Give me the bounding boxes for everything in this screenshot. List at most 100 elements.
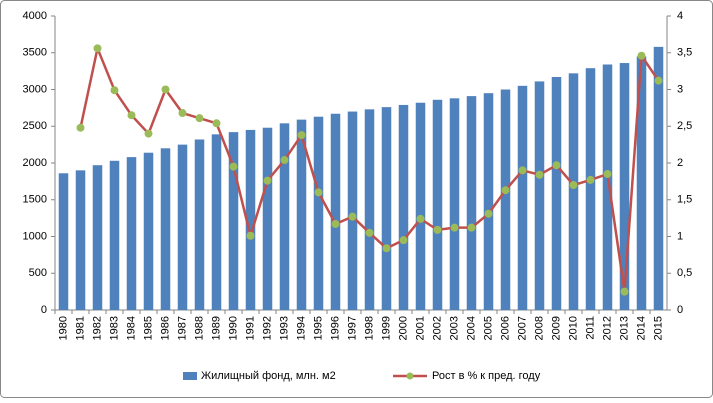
x-tick-label: 2013 [618,316,630,340]
bar [109,160,120,310]
bar [347,111,358,310]
bar [126,157,137,310]
x-tick-label: 1992 [261,316,273,340]
line-marker [212,119,221,128]
y2-tick-label: 1 [677,230,683,242]
bar [75,170,86,310]
bar [279,123,290,310]
bar [602,64,613,310]
line-marker [127,111,136,120]
bar [330,113,341,310]
x-tick-label: 2012 [601,316,613,340]
line-marker [229,162,238,171]
line-marker [637,51,646,60]
bar [398,104,409,310]
x-tick-label: 2010 [567,316,579,340]
x-tick-label: 1987 [176,316,188,340]
line-marker [195,114,204,123]
bar [194,139,205,310]
line-marker [365,228,374,237]
bar [432,99,443,310]
x-tick-label: 2008 [533,316,545,340]
line-marker [467,223,476,232]
y-tick-label: 1000 [23,230,47,242]
x-tick-label: 1981 [74,316,86,340]
bar [619,63,630,310]
x-tick-label: 1983 [108,316,120,340]
line-marker [654,76,663,85]
bar [500,89,511,310]
line-marker [433,225,442,234]
legend-swatch [406,372,414,380]
bar [313,116,324,310]
bar [245,129,256,310]
bar [449,98,460,310]
x-tick-label: 2007 [516,316,528,340]
y2-tick-label: 2,5 [677,120,692,132]
bar [517,85,528,310]
y-tick-label: 3000 [23,83,47,95]
line-marker [161,85,170,94]
line-marker [569,181,578,190]
bar [160,148,171,310]
line-marker [501,186,510,195]
x-tick-label: 2011 [584,316,596,340]
bar [364,109,375,310]
y-tick-label: 0 [41,304,47,316]
bar [381,107,392,310]
line-marker [620,287,629,296]
bar [534,81,545,310]
y2-tick-label: 2 [677,157,683,169]
x-tick-label: 1980 [57,316,69,340]
bar [653,46,664,311]
y2-tick-label: 3 [677,83,683,95]
line-marker [144,129,153,138]
x-tick-label: 2015 [652,316,664,340]
bar [483,93,494,310]
bar [211,134,222,310]
y2-tick-label: 3,5 [677,47,692,59]
line-marker [450,223,459,232]
y2-tick-label: 4 [677,10,683,22]
bar [228,132,239,310]
bar [262,127,273,310]
y-tick-label: 4000 [23,10,47,22]
legend-swatch [183,372,197,380]
line-marker [382,244,391,253]
x-tick-label: 2005 [482,316,494,340]
line-marker [314,188,323,197]
line-marker [246,231,255,240]
x-tick-label: 2009 [550,316,562,340]
y-tick-label: 3500 [23,47,47,59]
x-tick-label: 1985 [142,316,154,340]
legend-label: Жилищный фонд, млн. м2 [201,370,336,382]
x-tick-label: 2002 [431,316,443,340]
bar [585,68,596,310]
x-tick-label: 1995 [312,316,324,340]
x-tick-label: 1993 [278,316,290,340]
line-marker [586,175,595,184]
x-tick-label: 1997 [346,316,358,340]
bar [636,56,647,310]
y-tick-label: 2000 [23,157,47,169]
line-marker [280,156,289,165]
x-tick-label: 1988 [193,316,205,340]
line-marker [297,131,306,140]
line-marker [399,236,408,245]
x-tick-label: 2000 [397,316,409,340]
x-tick-label: 2003 [448,316,460,340]
x-tick-label: 1994 [295,316,307,340]
x-tick-label: 1990 [227,316,239,340]
bar [92,165,103,310]
line-marker [76,123,85,132]
x-tick-label: 1982 [91,316,103,340]
x-tick-label: 2001 [414,316,426,340]
bar [58,173,69,310]
line-marker [93,44,102,53]
line-marker [348,212,357,221]
line-marker [416,214,425,223]
legend-label: Рост в % к пред. году [432,370,541,382]
x-tick-label: 1984 [125,316,137,340]
x-tick-label: 1989 [210,316,222,340]
bar [143,152,154,310]
